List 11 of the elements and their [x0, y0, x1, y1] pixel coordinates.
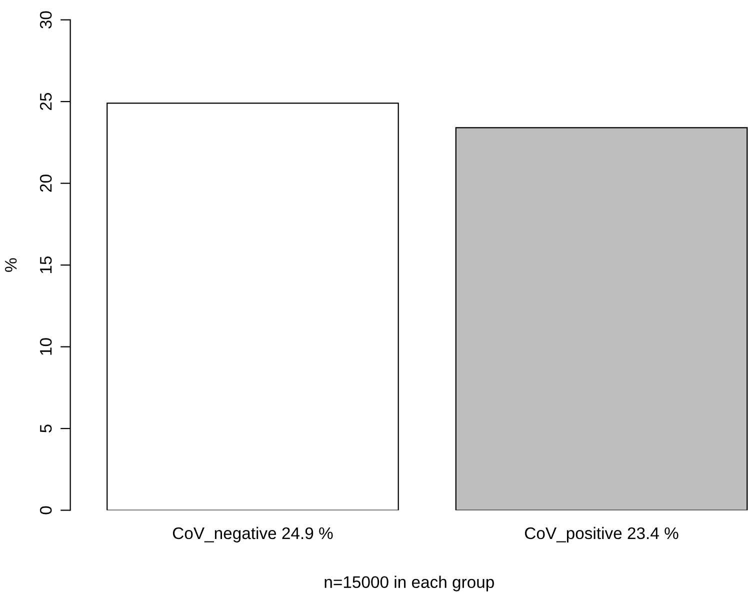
y-tick-label: 20 — [40, 174, 52, 192]
y-tick-label: 0 — [40, 506, 52, 514]
y-tick-label: 5 — [40, 424, 52, 432]
x-tick-label: CoV_negative 24.9 % — [172, 526, 333, 542]
x-tick-label: CoV_positive 23.4 % — [525, 526, 678, 542]
y-tick-label: 10 — [40, 338, 52, 355]
y-tick-label: 25 — [40, 93, 52, 110]
x-axis-title: n=15000 in each group — [324, 576, 494, 592]
y-axis-title: % — [5, 258, 17, 272]
y-tick-label: 30 — [40, 11, 52, 28]
y-tick-label: 15 — [40, 256, 52, 274]
